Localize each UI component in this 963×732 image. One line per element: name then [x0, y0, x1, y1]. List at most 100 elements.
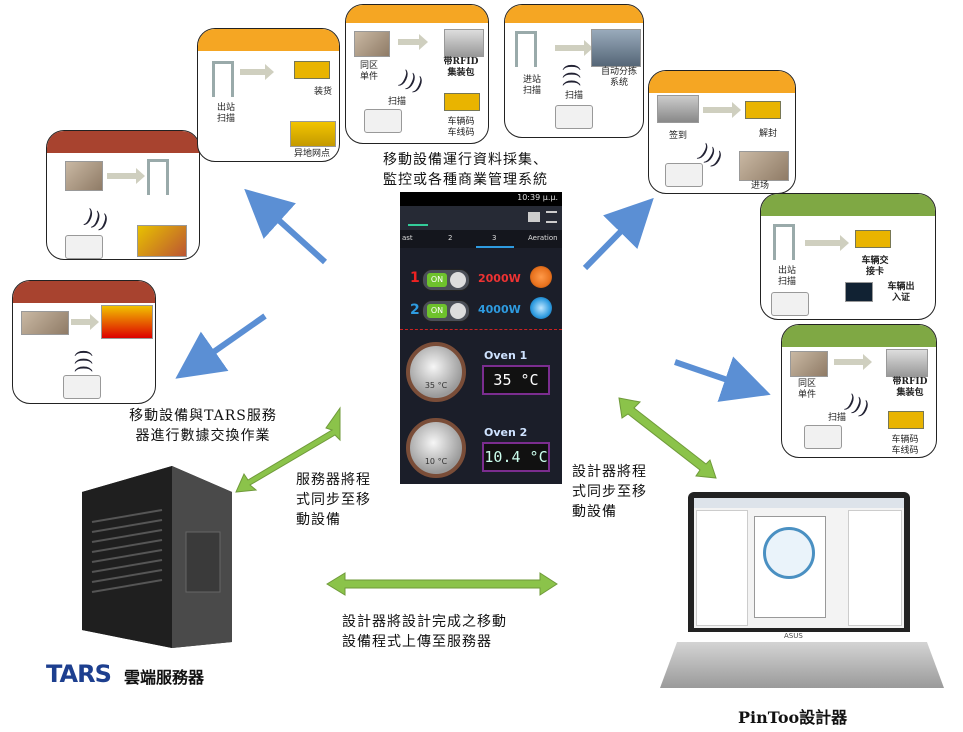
truck-icon — [888, 411, 924, 429]
oven-2-name: Oven 2 — [484, 426, 528, 439]
designer-canvas — [754, 516, 826, 618]
card-header — [13, 281, 155, 303]
caption-designer-sync: 設計器將程 式同步至移 動設備 — [572, 464, 647, 520]
truck-icon — [855, 230, 891, 248]
unseal-label: 解封 — [758, 129, 777, 139]
flow-arrow — [805, 235, 849, 251]
server-label: 雲端服務器 — [124, 668, 205, 687]
scenario-card-rfid-pack-right: 同区 单件 带RFID 集装包 扫描 ))) 车辆码 车线码 — [781, 324, 937, 458]
arrow-to-card-c1 — [244, 188, 328, 265]
tab-2[interactable]: 2 — [448, 234, 453, 242]
oven-1-name: Oven 1 — [484, 349, 528, 362]
wireless-signal-icon: ))) — [558, 63, 583, 87]
scenario-card-rfid-pack-top: 同区 单件 带RFID 集装包 ))) 扫描 车辆码 车线码 — [345, 4, 489, 144]
rfid-label: 带RFID 集装包 — [892, 377, 928, 398]
status-bar: 10:39 μ.μ. — [400, 192, 562, 206]
warehouse-photo — [739, 151, 789, 181]
designer-toolbar — [694, 498, 904, 508]
row-2-status-lamp — [530, 297, 552, 319]
parcels-photo — [21, 311, 69, 335]
wireless-signal-icon: ))) — [396, 65, 428, 97]
tab-aeration[interactable]: Aeration — [528, 234, 558, 242]
status-time: 10:39 μ.μ. — [517, 193, 558, 202]
truck-icon — [444, 93, 480, 111]
flow-arrow — [703, 102, 741, 118]
flow-arrow — [834, 354, 872, 370]
gate-label: 出站 扫描 — [216, 103, 235, 124]
gauge-widget — [763, 527, 815, 579]
row-1-toggle[interactable]: ON — [422, 269, 470, 291]
parcels-photo — [790, 351, 828, 377]
laptop-base — [660, 642, 944, 688]
toggle-on-label: ON — [427, 273, 447, 287]
mobile-app-screenshot: 10:39 μ.μ. ast 2 3 Aeration 1 ON 2000W 2… — [400, 192, 562, 484]
scenario-card-exit-pass: 出站 扫描 车辆交 接卡 车辆出 入证 — [760, 193, 936, 320]
handheld-scanner-icon — [65, 235, 103, 259]
oven-1-dial[interactable]: 35 °C — [406, 342, 466, 402]
rfid-label: 带RFID 集装包 — [443, 57, 479, 78]
exit-label: 出站 扫描 — [777, 266, 796, 287]
card-header — [47, 131, 199, 153]
yunda-box-photo — [101, 305, 153, 339]
designer-right-panel — [848, 510, 902, 626]
row-1-status-lamp — [530, 266, 552, 288]
flow-arrow — [398, 34, 428, 50]
parcel-photo — [65, 161, 103, 191]
tab-3[interactable]: 3 — [492, 234, 497, 242]
handheld-scanner-icon — [771, 292, 809, 316]
asus-brand: ASUS — [784, 632, 803, 640]
handheld-scanner-icon — [555, 105, 593, 129]
server-illustration — [82, 466, 232, 648]
sack-photo — [886, 349, 928, 377]
app-toolbar — [400, 206, 562, 230]
wireless-signal-icon: ))) — [70, 349, 95, 373]
flow-arrow — [555, 40, 593, 56]
same-zone-label: 同区 单件 — [797, 379, 816, 400]
same-zone-label: 同区 单件 — [359, 61, 378, 82]
arrow-to-card-c2 — [175, 313, 267, 379]
office-photo — [657, 95, 699, 123]
app-logo-icon — [408, 212, 428, 226]
card-header — [649, 71, 795, 93]
menu-icon[interactable] — [546, 211, 557, 223]
oven-2-dial[interactable]: 10 °C — [406, 418, 466, 478]
section-divider — [400, 329, 562, 330]
handheld-scanner-icon — [364, 109, 402, 133]
toggle-on-label: ON — [427, 304, 447, 318]
wireless-signal-icon: ))) — [81, 203, 112, 235]
scan-label: 扫描 — [387, 97, 406, 107]
designer-label: PinToo設計器 — [738, 708, 848, 727]
scenario-card-exit-loading: 出站 扫描 装货 异地网点 — [197, 28, 340, 162]
checkin-label: 签到 — [668, 131, 687, 141]
caption-data-exchange: 移動設備與TARS服務 器進行數據交換作業 — [129, 408, 277, 444]
toggle-knob — [450, 303, 466, 319]
destination-label: 异地网点 — [293, 149, 330, 159]
arrow-to-card-c7 — [674, 356, 771, 402]
sack-photo — [444, 29, 484, 57]
sorting-label: 自动分拣 系统 — [600, 67, 637, 88]
pass-card-photo — [845, 282, 873, 302]
row-2-power: 4000W — [478, 303, 521, 316]
center-title: 移動設備運行資料採集、 監控或各種商業管理系統 — [383, 152, 548, 188]
pass-label: 车辆出 入证 — [887, 282, 915, 303]
caption-server-sync: 服務器將程 式同步至移 動設備 — [296, 472, 371, 528]
parcels-photo — [354, 31, 390, 57]
scenario-card-loading-left: ))) — [46, 130, 200, 260]
server-tower-icon — [62, 462, 242, 652]
handheld-scanner-icon — [665, 163, 703, 187]
scenario-card-checkin-unseal: 签到 解封 ))) 进场 — [648, 70, 796, 194]
destination-photo — [290, 121, 336, 147]
scan-label: 扫描 — [564, 91, 583, 101]
sorting-system-photo — [591, 29, 641, 67]
oven-2-display: 10.4 °C — [482, 442, 550, 472]
printer-icon[interactable] — [528, 212, 540, 222]
load-label: 装货 — [313, 87, 332, 97]
oven-1-display: 35 °C — [482, 365, 550, 395]
tab-indicator — [476, 246, 514, 248]
card-header — [505, 5, 643, 23]
designer-left-panel — [696, 510, 748, 626]
tab-bar: ast 2 3 Aeration — [400, 230, 562, 248]
row-2-toggle[interactable]: ON — [422, 300, 470, 322]
tab-1[interactable]: ast — [402, 234, 413, 242]
vehicle-code-label: 车辆码 车线码 — [447, 117, 475, 138]
